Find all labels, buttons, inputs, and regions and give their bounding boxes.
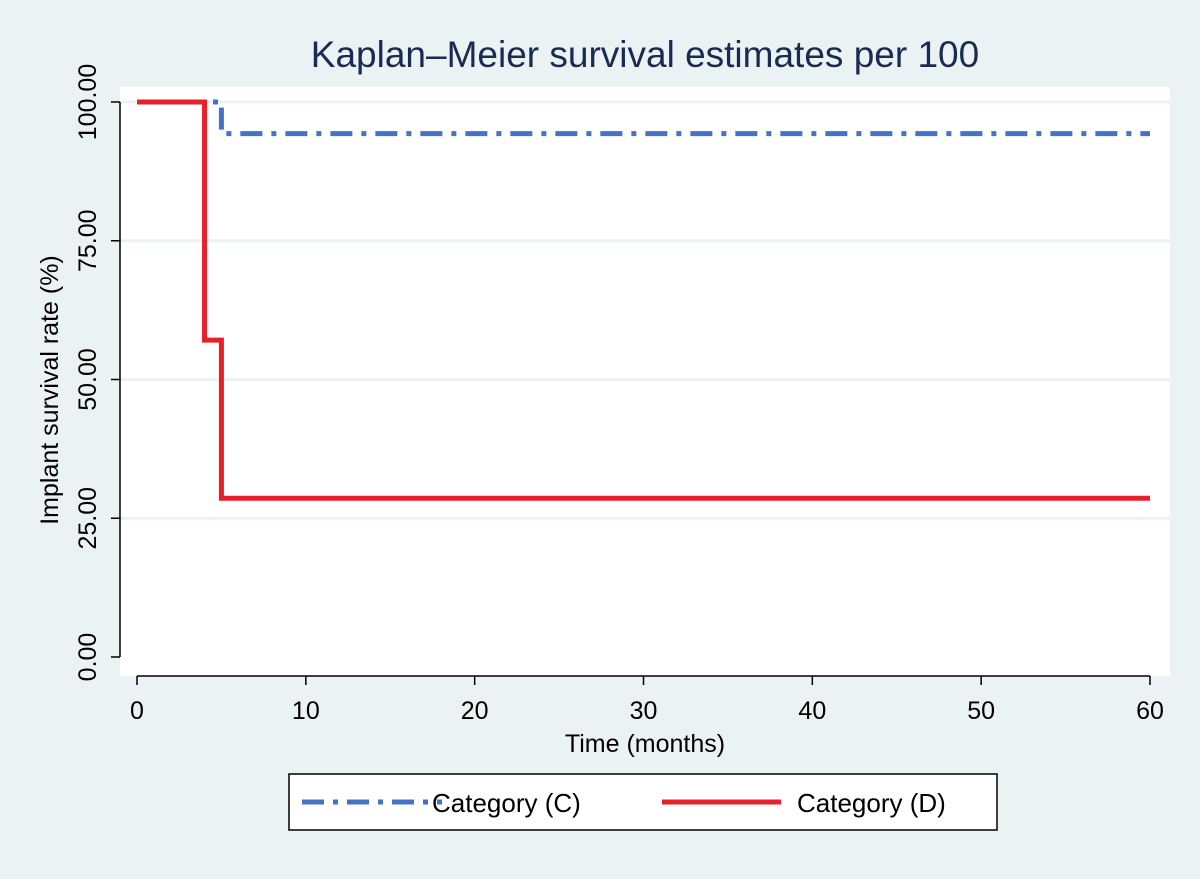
- x-tick-label: 30: [630, 697, 658, 725]
- y-tick-label: 50.00: [74, 348, 102, 411]
- x-axis-label: Time (months): [565, 730, 725, 758]
- series-line-category-d: [137, 99, 1150, 501]
- axes: 0.00 25.00 50.00 75.00 100.00 0 10 20 30 40 50 60: [74, 64, 1164, 725]
- y-axis-label: Implant survival rate (%): [36, 255, 64, 525]
- x-tick-label: 50: [967, 697, 995, 725]
- grid-lines: [120, 100, 1170, 520]
- y-tick-label: 100.00: [74, 64, 102, 140]
- x-tick-label: 10: [292, 697, 320, 725]
- y-tick-label: 25.00: [74, 487, 102, 550]
- x-tick-label: 20: [461, 697, 489, 725]
- x-tick-label: 40: [798, 697, 826, 725]
- x-tick-label: 60: [1136, 697, 1164, 725]
- chart-title: Kaplan–Meier survival estimates per 100: [311, 34, 979, 75]
- legend: Category (C) Category (D): [288, 773, 998, 831]
- y-tick-label: 75.00: [74, 209, 102, 272]
- x-tick-label: 0: [130, 697, 144, 725]
- plot-area: [120, 87, 1170, 676]
- series-lines: [137, 99, 1150, 501]
- legend-label-category-c: Category (C): [432, 788, 581, 818]
- y-tick-label: 0.00: [74, 633, 102, 682]
- legend-label-category-d: Category (D): [797, 788, 946, 818]
